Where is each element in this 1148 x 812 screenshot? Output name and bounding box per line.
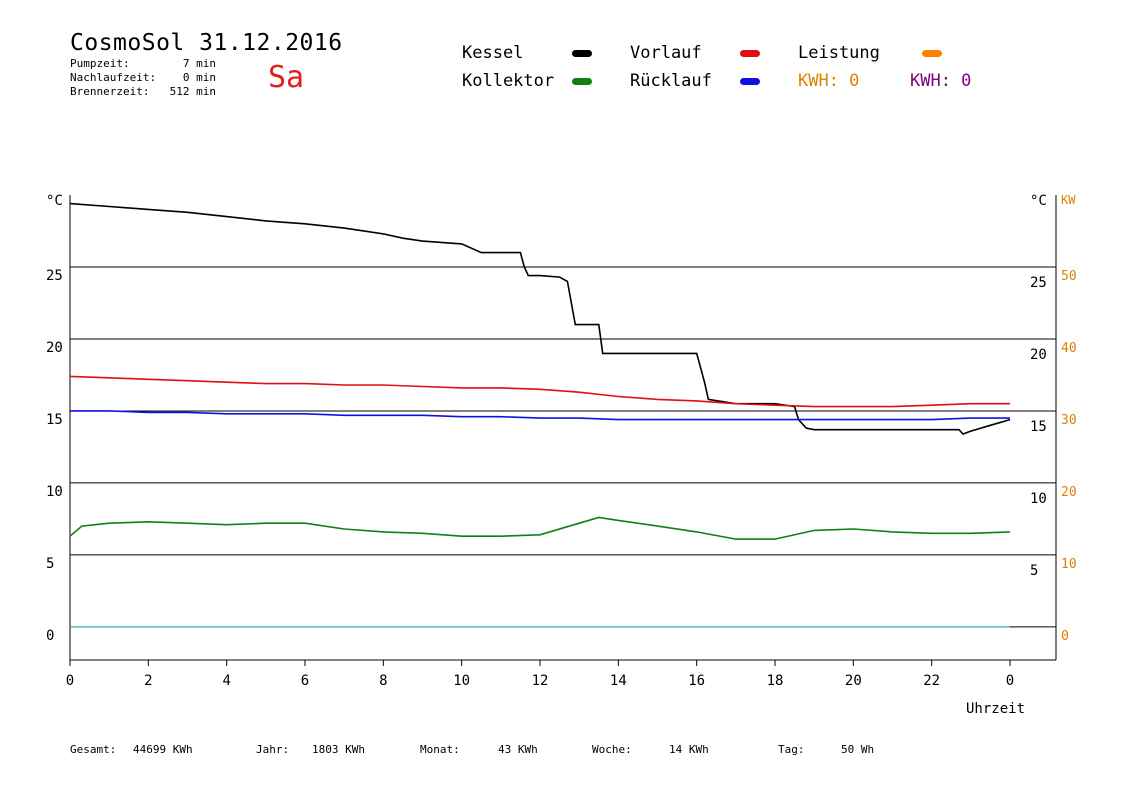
grid-lines — [70, 266, 1056, 628]
footer-woche-value: 14 KWh — [669, 743, 709, 756]
x-tick-label: 20 — [845, 673, 862, 689]
legend-kessel: Kessel — [462, 43, 524, 63]
footer-tag-value: 50 Wh — [841, 743, 875, 756]
x-tick-label: 4 — [222, 673, 230, 689]
x-tick-label: 14 — [610, 673, 627, 689]
stat-value: 7 min — [182, 57, 216, 70]
legend-kollektor: Kollektor — [462, 71, 555, 91]
stat-value: 512 min — [169, 85, 216, 98]
x-axis-label: Uhrzeit — [966, 701, 1026, 717]
x-tick-label: 18 — [767, 673, 784, 689]
stat-label: Nachlaufzeit: — [70, 71, 157, 84]
series-kessel — [69, 202, 1011, 435]
y-right-tick-label: 5 — [1030, 563, 1038, 579]
footer-tag-label: Tag: — [778, 743, 805, 756]
y-left-tick-label: 0 — [46, 628, 54, 644]
y-left-tick-label: 5 — [46, 556, 54, 572]
legend-swatch-ruecklauf — [740, 78, 760, 85]
y-left-tick-label: 25 — [46, 268, 63, 284]
stat-brennerzeit: Brennerzeit: 512 min — [70, 85, 216, 99]
footer-jahr-label: Jahr: — [256, 743, 290, 756]
stat-value: 0 min — [182, 71, 216, 84]
left-unit: °C — [46, 193, 63, 209]
kw-tick-label: 0 — [1061, 629, 1069, 644]
stats-block: Pumpzeit: 7 min Nachlaufzeit: 0 min Brenne… — [70, 57, 216, 99]
series-lines — [69, 202, 1011, 540]
footer-monat-label: Monat: — [420, 743, 460, 756]
series-vorlauf — [69, 375, 1010, 408]
y-left-tick-label: 20 — [46, 340, 63, 356]
x-tick-label: 10 — [453, 673, 470, 689]
kwh-orange: KWH: 0 — [798, 71, 860, 91]
footer-monat-value: 43 KWh — [498, 743, 538, 756]
kw-tick-label: 50 — [1061, 269, 1077, 284]
kw-tick-label: 10 — [1061, 557, 1077, 572]
x-tick-label: 8 — [379, 673, 387, 689]
legend-swatch-vorlauf — [740, 50, 760, 57]
x-tick-label: 2 — [144, 673, 152, 689]
footer-jahr-value: 1803 KWh — [312, 743, 365, 756]
kwh-purple: KWH: 0 — [910, 71, 972, 91]
y-right-tick-label: 15 — [1030, 419, 1047, 435]
y-left-tick-label: 10 — [46, 484, 63, 500]
stat-label: Brennerzeit: — [70, 85, 150, 98]
x-tick-label: 0 — [1006, 673, 1014, 689]
page-title: CosmoSol 31.12.2016 — [70, 30, 343, 56]
right-unit: °C — [1030, 193, 1047, 209]
stat-label: Pumpzeit: — [70, 57, 130, 70]
y-right-tick-label: 10 — [1030, 491, 1047, 507]
legend-ruecklauf: Rücklauf — [630, 71, 712, 91]
series-kollektor — [69, 516, 1011, 540]
axes — [69, 195, 1057, 666]
kw-tick-label: 30 — [1061, 413, 1077, 428]
legend-swatch-kessel — [572, 50, 592, 57]
x-tick-label: 0 — [66, 673, 74, 689]
x-tick-label: 12 — [532, 673, 549, 689]
tick-labels: 0 2 4 6 8 10 12 14 16 18 20 22 0 0 5 10 15 20 25 5 10 15 20 25 0… — [46, 268, 1077, 689]
stat-pumpzeit: Pumpzeit: 7 min — [70, 57, 216, 71]
legend-swatch-leistung — [922, 50, 942, 57]
weekday-label: Sa — [268, 60, 305, 95]
legend-swatch-kollektor — [572, 78, 592, 85]
stat-nachlaufzeit: Nachlaufzeit: 0 min — [70, 71, 216, 85]
y-right-tick-label: 20 — [1030, 347, 1047, 363]
y-right-tick-label: 25 — [1030, 275, 1047, 291]
x-tick-label: 22 — [923, 673, 940, 689]
legend-vorlauf: Vorlauf — [630, 43, 702, 63]
y-left-tick-label: 15 — [46, 412, 63, 428]
x-tick-label: 6 — [301, 673, 309, 689]
footer-gesamt-label: Gesamt: — [70, 743, 117, 756]
footer-woche-label: Woche: — [592, 743, 632, 756]
footer-gesamt-value: 44699 KWh — [133, 743, 193, 756]
kw-tick-label: 40 — [1061, 341, 1077, 356]
legend-leistung: Leistung — [798, 43, 880, 63]
kw-tick-label: 20 — [1061, 485, 1077, 500]
kw-unit: KW — [1061, 193, 1076, 207]
series-rücklauf — [70, 410, 1010, 421]
x-tick-label: 16 — [688, 673, 705, 689]
